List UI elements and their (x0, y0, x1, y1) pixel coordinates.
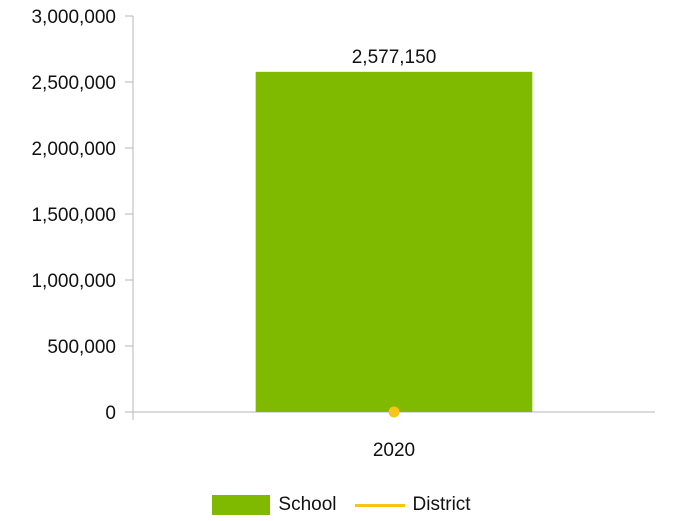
legend: School District (0, 490, 683, 520)
y-axis: 0 500,000 1,000,000 1,500,000 2,000,000 2,500… (31, 7, 134, 424)
bar-school (255, 71, 533, 413)
y-tick-label: 0 (105, 403, 116, 424)
y-tick-label: 2,000,000 (31, 139, 116, 160)
y-tick-label: 1,000,000 (31, 271, 116, 292)
district-point (388, 406, 400, 418)
y-tick-label: 1,500,000 (31, 205, 116, 226)
y-tick-label: 3,000,000 (31, 7, 116, 28)
bars-group (255, 71, 533, 413)
district-points-group (388, 406, 400, 418)
legend-item-school: School (212, 494, 337, 516)
legend-item-district: District (354, 494, 471, 516)
legend-label-school: School (278, 494, 337, 515)
data-label-school: 2,577,150 (352, 47, 437, 68)
data-labels-group: 2,577,150 (352, 47, 437, 68)
legend-swatch-school (212, 495, 271, 515)
x-tick-label: 2020 (373, 440, 415, 461)
legend-label-district: District (412, 494, 471, 515)
y-tick-label: 2,500,000 (31, 73, 116, 94)
legend-swatch-district (354, 503, 405, 507)
x-axis: 2020 (133, 411, 655, 461)
y-tick-label: 500,000 (47, 337, 116, 358)
